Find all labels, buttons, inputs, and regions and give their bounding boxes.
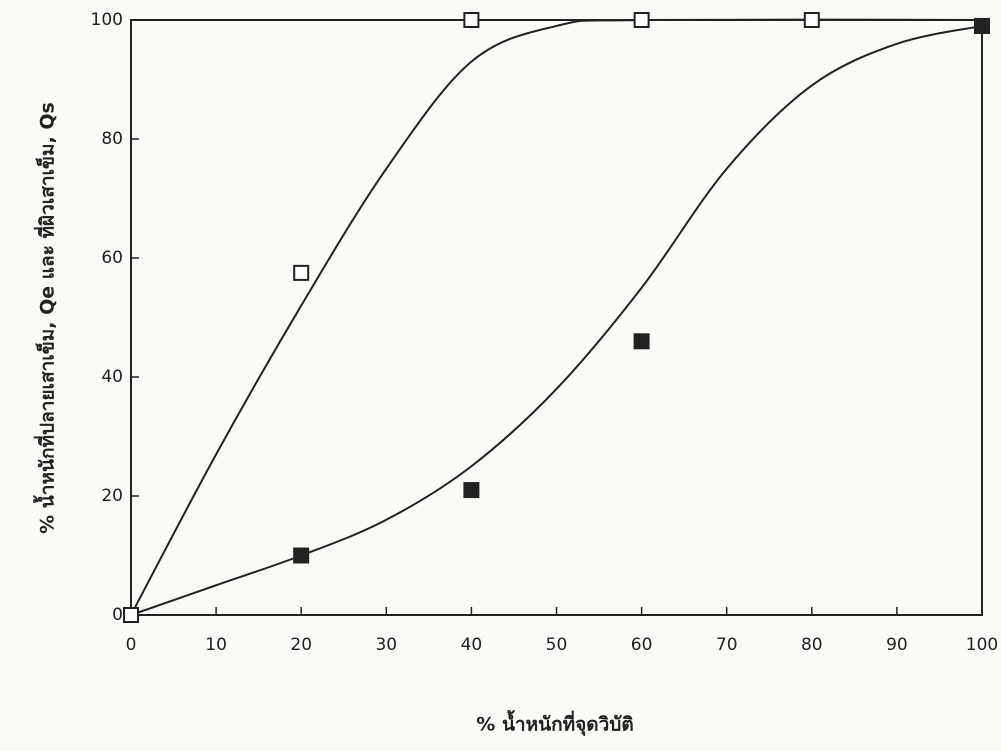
y-tick-label: 20 (101, 486, 123, 506)
y-tick-label: 40 (101, 367, 123, 387)
open-square-point (635, 13, 649, 27)
filled-square-point (974, 18, 990, 34)
filled-square-point (293, 548, 309, 564)
x-tick-label: 100 (966, 635, 998, 655)
y-tick-label: 80 (101, 129, 123, 149)
x-tick-label: 70 (716, 635, 738, 655)
x-tick-label: 80 (801, 635, 823, 655)
y-tick-label: 60 (101, 248, 123, 268)
x-tick-label: 0 (126, 635, 137, 655)
y-tick-label: 0 (112, 605, 123, 625)
chart: % น้ำหนักที่จุดวิบัติ % น้ำหนักที่ปลายเส… (0, 0, 1001, 751)
y-tick-label: 100 (91, 10, 123, 30)
open-square-point (805, 13, 819, 27)
x-axis-title: % น้ำหนักที่จุดวิบัติ (476, 710, 633, 737)
open-square-point (464, 13, 478, 27)
y-axis-title: % น้ำหนักที่ปลายเสาเข็ม, Qe และ ที่ผิวเส… (33, 102, 59, 534)
x-tick-label: 20 (290, 635, 312, 655)
plot-frame (131, 20, 982, 615)
fit-curve (131, 26, 982, 615)
x-tick-label: 10 (205, 635, 227, 655)
x-tick-label: 90 (886, 635, 908, 655)
open-square-point (294, 266, 308, 280)
x-tick-label: 60 (631, 635, 653, 655)
x-tick-label: 40 (461, 635, 483, 655)
open-square-point (124, 608, 138, 622)
filled-square-point (634, 333, 650, 349)
x-tick-label: 50 (546, 635, 568, 655)
fit-curve (131, 20, 982, 615)
filled-square-point (463, 482, 479, 498)
x-tick-label: 30 (375, 635, 397, 655)
